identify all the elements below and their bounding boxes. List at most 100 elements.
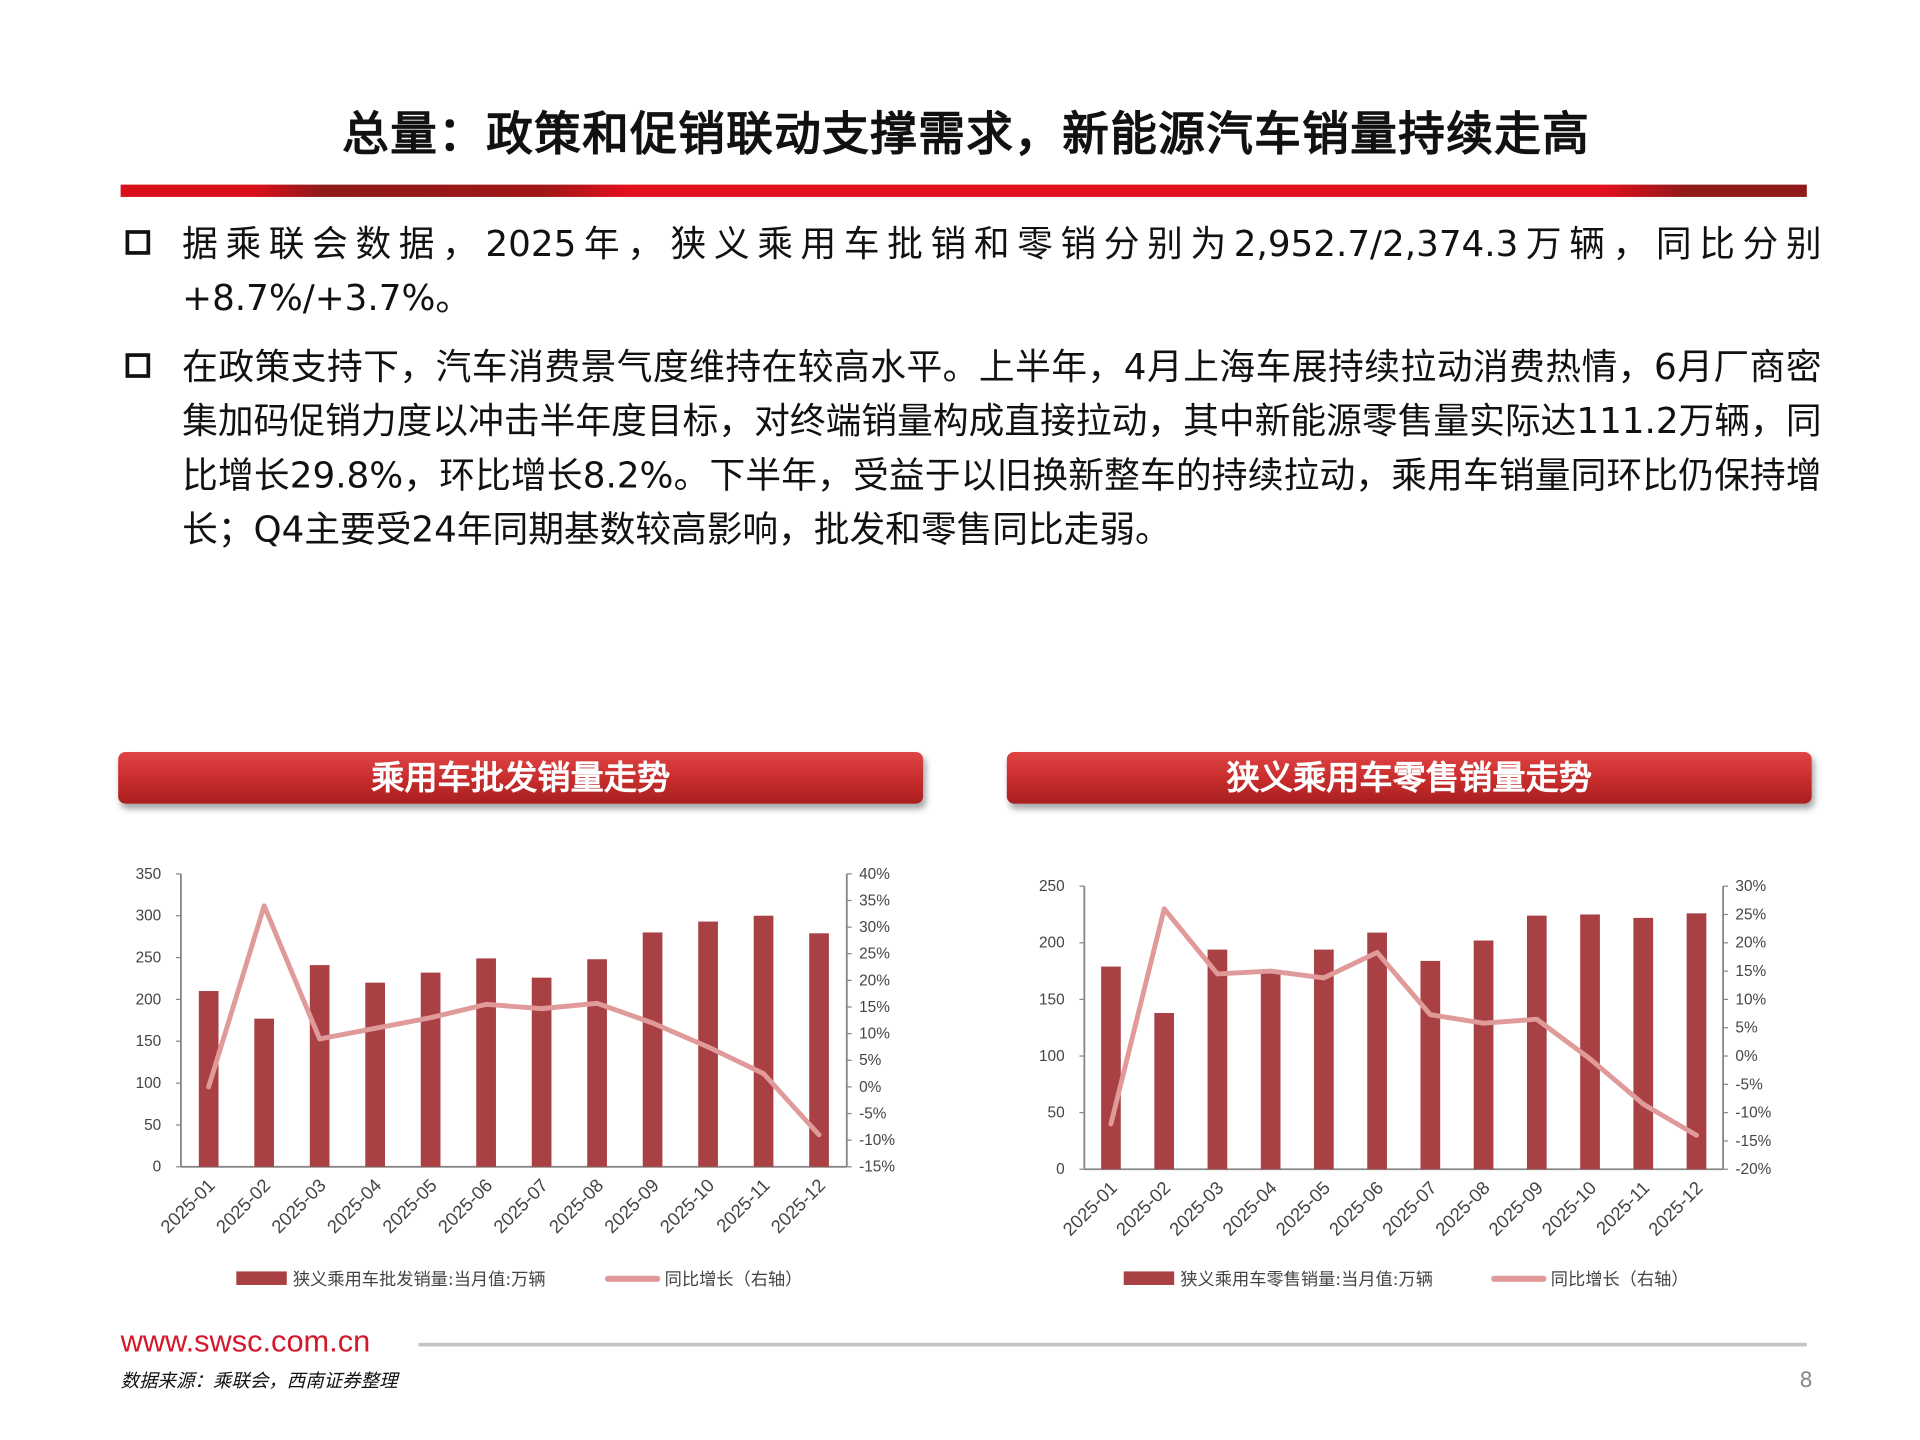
x-tick-label: 2025-09 <box>1484 1177 1547 1240</box>
y-tick-label: 50 <box>1048 1105 1065 1122</box>
x-tick-label: 2025-05 <box>378 1174 441 1237</box>
bar-2025-04 <box>1260 973 1281 1170</box>
y2-tick-label: 25% <box>1735 906 1766 923</box>
yoy-line <box>206 903 822 1138</box>
legend-bar-swatch <box>1123 1271 1175 1285</box>
bullet-text: 在政策支持下，汽车消费景气度维持在较高水平。上半年，4月上海车展持续拉动消费热情… <box>182 345 1822 551</box>
x-tick-label: 2025-10 <box>1538 1177 1601 1240</box>
bullet-1: 据乘联会数据，2025年，狭义乘用车批销和零销分别为2,952.7/2,374.… <box>123 217 1822 325</box>
y-tick-label: 0 <box>1056 1161 1065 1178</box>
y2-tick-label: 0% <box>1735 1048 1758 1065</box>
x-tick-label: 2025-06 <box>1325 1177 1388 1240</box>
y2-tick-label: 15% <box>859 999 890 1016</box>
square-bullet-icon <box>125 230 151 255</box>
y-tick-label: 200 <box>136 991 162 1008</box>
website-url: www.swsc.com.cn <box>120 1324 371 1359</box>
y2-tick-label: -15% <box>1735 1133 1771 1150</box>
y2-tick-label: 25% <box>859 946 890 963</box>
y-tick-label: 150 <box>1039 991 1065 1008</box>
x-tick-label: 2025-11 <box>712 1174 774 1236</box>
y2-tick-label: 40% <box>859 866 890 883</box>
y2-tick-label: 5% <box>1735 1020 1758 1037</box>
bar-2025-02 <box>1154 1012 1175 1170</box>
y-tick-label: 200 <box>1039 935 1065 952</box>
y-tick-label: 50 <box>144 1117 161 1134</box>
y-tick-label: 100 <box>136 1075 162 1092</box>
bar-2025-08 <box>587 959 607 1167</box>
y2-tick-label: 20% <box>1735 935 1766 952</box>
y2-tick-label: 0% <box>859 1079 882 1096</box>
bar-2025-09 <box>642 932 663 1167</box>
bar-2025-06 <box>1367 932 1387 1170</box>
bar-2025-07 <box>531 977 552 1167</box>
bar-2025-03 <box>1207 949 1228 1170</box>
bar-2025-07 <box>1420 960 1441 1170</box>
y2-tick-label: -15% <box>859 1159 895 1176</box>
x-tick-label: 2025-11 <box>1592 1177 1654 1239</box>
legend-bar-swatch <box>236 1271 287 1285</box>
bar-2025-10 <box>698 921 718 1167</box>
x-tick-label: 2025-02 <box>212 1174 275 1237</box>
x-tick-label: 2025-04 <box>1218 1177 1281 1240</box>
x-tick-label: 2025-09 <box>600 1174 663 1237</box>
bar-2025-08 <box>1473 940 1494 1170</box>
x-tick-label: 2025-12 <box>767 1174 830 1237</box>
y-tick-label: 0 <box>153 1159 162 1176</box>
bar-2025-03 <box>309 965 330 1167</box>
y-tick-label: 250 <box>136 949 162 966</box>
bar-2025-06 <box>476 958 496 1167</box>
bar-2025-01 <box>1101 966 1121 1170</box>
bar-2025-11 <box>1633 917 1654 1170</box>
legend-bar-label: 狭义乘用车批发销量:当月值:万辆 <box>293 1270 546 1290</box>
x-tick-label: 2025-05 <box>1271 1177 1334 1240</box>
x-tick-label: 2025-01 <box>156 1174 219 1237</box>
legend-bar-label: 狭义乘用车零售销量:当月值:万辆 <box>1180 1270 1433 1290</box>
data-source: 数据来源：乘联会，西南证券整理 <box>120 1369 398 1393</box>
y2-tick-label: 10% <box>1735 991 1766 1008</box>
y2-tick-label: -10% <box>859 1132 895 1149</box>
y-tick-label: 350 <box>136 866 162 883</box>
x-tick-label: 2025-04 <box>323 1174 386 1237</box>
square-bullet-icon <box>125 353 151 378</box>
y2-tick-label: 35% <box>859 892 890 909</box>
bar-2025-12 <box>809 933 829 1167</box>
y2-tick-label: -5% <box>859 1105 887 1122</box>
bar-2025-10 <box>1580 914 1600 1170</box>
y2-tick-label: -5% <box>1735 1076 1763 1093</box>
chart-header-wholesale: 乘用车批发销量走势 <box>118 752 924 804</box>
x-tick-label: 2025-08 <box>545 1174 608 1237</box>
x-tick-label: 2025-12 <box>1644 1177 1707 1240</box>
bar-2025-05 <box>1314 949 1334 1170</box>
x-tick-label: 2025-07 <box>489 1174 552 1237</box>
bar-2025-02 <box>254 1018 275 1167</box>
y2-tick-label: -20% <box>1735 1161 1771 1178</box>
x-tick-label: 2025-03 <box>267 1174 330 1237</box>
bar-2025-11 <box>753 915 774 1167</box>
x-tick-label: 2025-02 <box>1112 1177 1175 1240</box>
x-tick-label: 2025-01 <box>1058 1177 1121 1240</box>
page-number: 8 <box>1799 1368 1813 1394</box>
x-tick-label: 2025-03 <box>1165 1177 1228 1240</box>
x-tick-label: 2025-06 <box>434 1174 497 1237</box>
footer-divider <box>418 1342 1807 1347</box>
y-tick-label: 300 <box>136 908 162 925</box>
y-tick-label: 250 <box>1039 878 1065 895</box>
x-tick-label: 2025-07 <box>1378 1177 1441 1240</box>
y2-tick-label: 5% <box>859 1052 882 1069</box>
x-tick-label: 2025-08 <box>1431 1177 1494 1240</box>
x-tick-label: 2025-10 <box>656 1174 719 1237</box>
legend-line-label: 同比增长（右轴） <box>665 1270 803 1290</box>
y2-tick-label: 20% <box>859 972 890 989</box>
bar-2025-09 <box>1526 915 1547 1170</box>
y2-tick-label: 30% <box>1735 878 1766 895</box>
chart-header-retail: 狭义乘用车零售销量走势 <box>1006 752 1812 804</box>
wholesale-chart: 0 50 100 150 200 250 300 350 -15% -10% -5% 0% 5% 10% 1… <box>136 866 896 1290</box>
y-tick-label: 150 <box>136 1033 162 1050</box>
yoy-line <box>1108 906 1699 1138</box>
y-tick-label: 100 <box>1039 1048 1065 1065</box>
retail-chart: 0 50 100 150 200 250 -20% -15% -10% -5% 0% 5% 10% 15%… <box>1039 878 1772 1290</box>
bar-2025-04 <box>365 982 385 1167</box>
bar-2025-12 <box>1686 913 1707 1170</box>
bar-2025-05 <box>420 972 441 1167</box>
